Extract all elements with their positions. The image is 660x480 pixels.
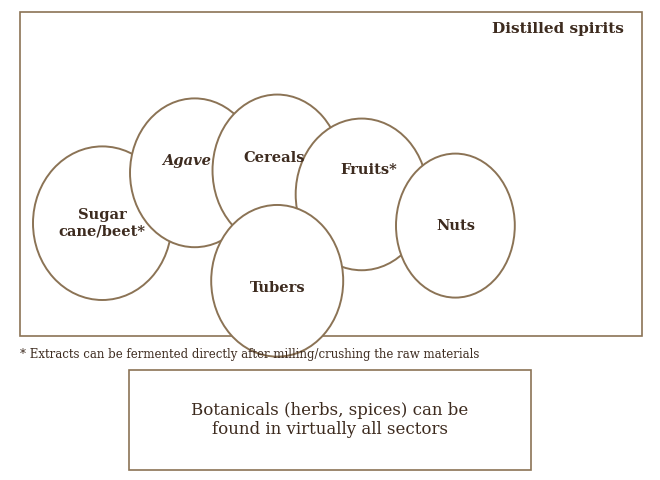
Ellipse shape <box>211 205 343 357</box>
Bar <box>20 12 642 336</box>
Ellipse shape <box>33 146 172 300</box>
Text: Fruits*: Fruits* <box>340 163 397 178</box>
Bar <box>129 370 531 470</box>
Text: Sugar
cane/beet*: Sugar cane/beet* <box>59 208 146 238</box>
Ellipse shape <box>396 154 515 298</box>
Text: Nuts: Nuts <box>436 218 475 233</box>
Text: Botanicals (herbs, spices) can be
found in virtually all sectors: Botanicals (herbs, spices) can be found … <box>191 402 469 438</box>
Ellipse shape <box>296 119 428 270</box>
Text: Distilled spirits: Distilled spirits <box>492 22 624 36</box>
Text: Agave: Agave <box>162 154 211 168</box>
Ellipse shape <box>213 95 342 246</box>
Text: * Extracts can be fermented directly after milling/crushing the raw materials: * Extracts can be fermented directly aft… <box>20 348 479 361</box>
Ellipse shape <box>130 98 259 247</box>
Text: Tubers: Tubers <box>249 281 305 295</box>
Text: Cereals: Cereals <box>243 151 305 166</box>
